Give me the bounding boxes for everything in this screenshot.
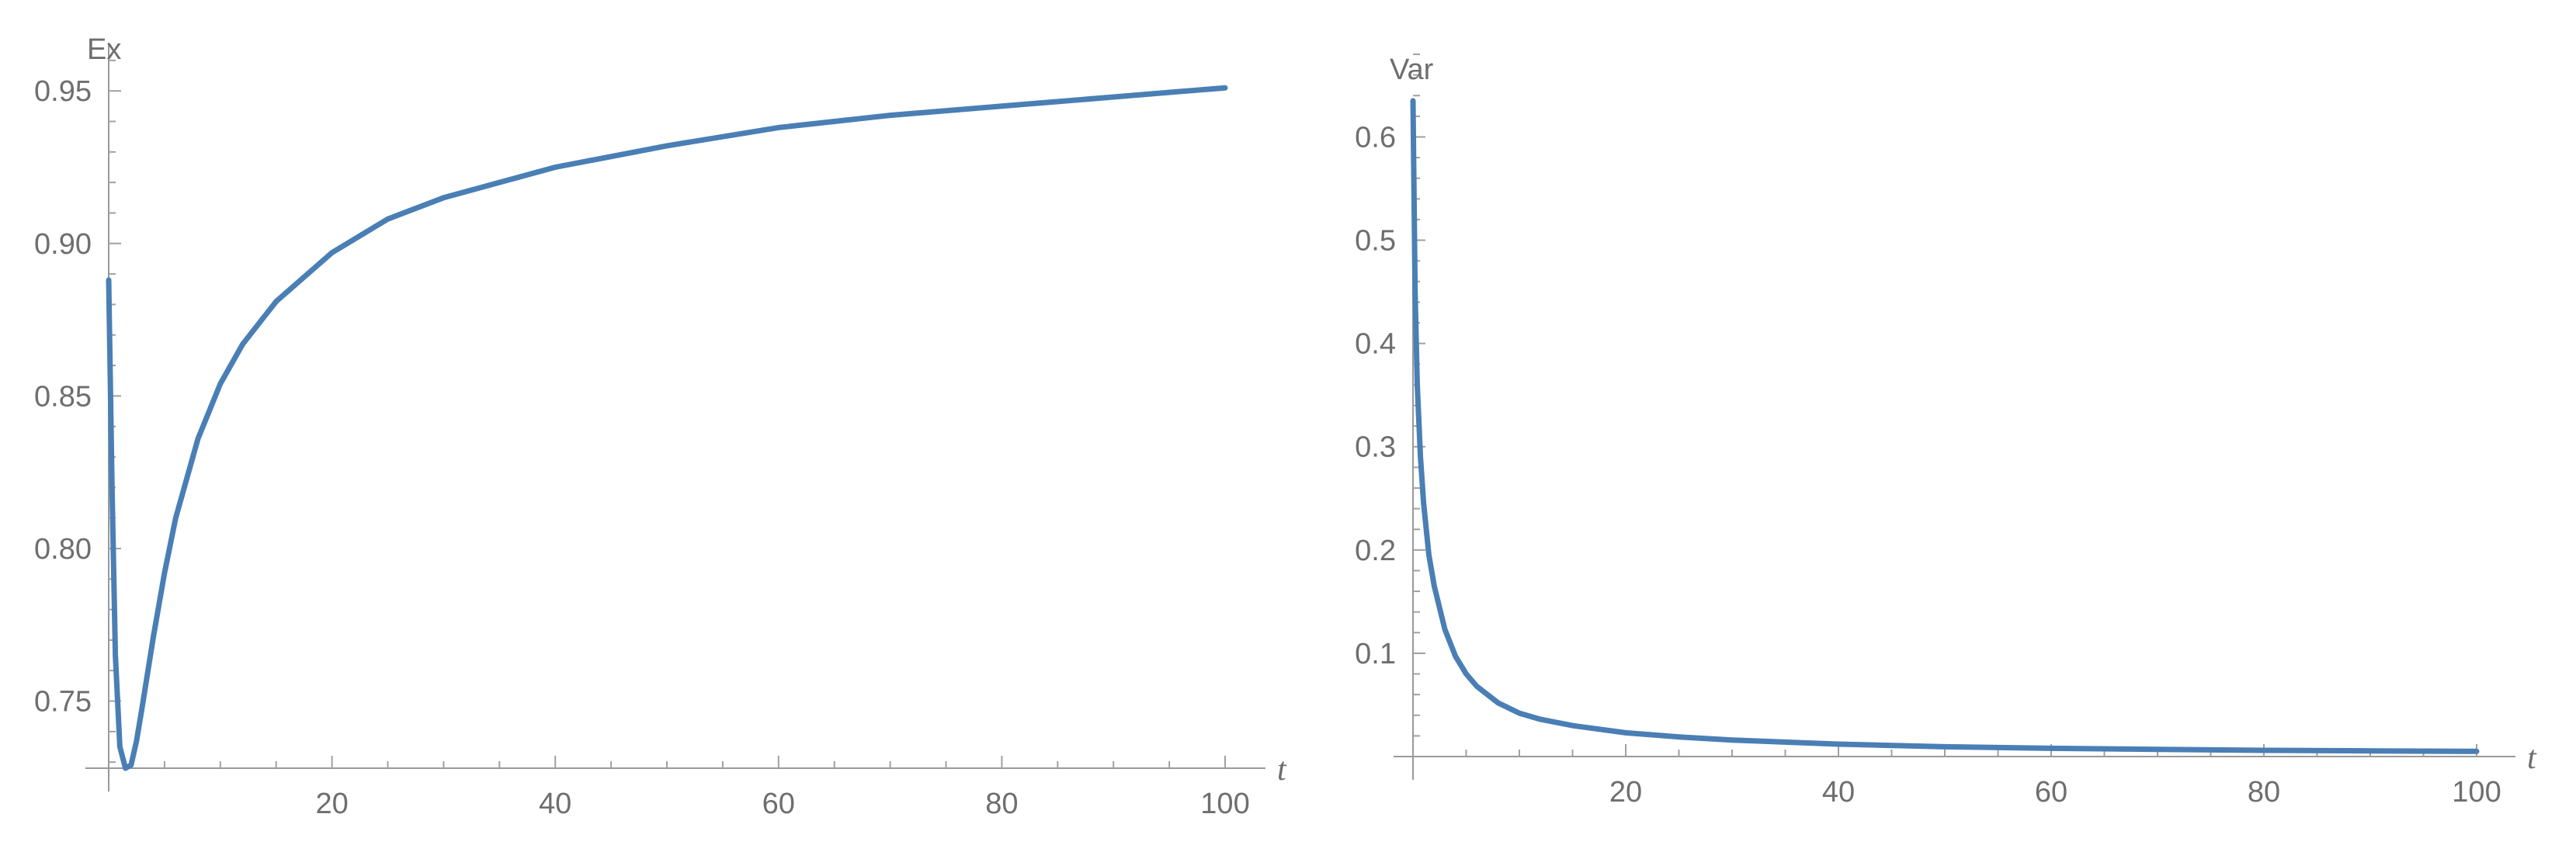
ex-x-tick-label: 20 — [315, 788, 348, 820]
var-x-tick-label: 60 — [2035, 776, 2067, 809]
ex-ticks — [109, 59, 1226, 768]
var-tick-labels: 20 40 60 80 100 0.1 0.2 0.3 0.4 0.5 0.6 — [1355, 121, 2501, 809]
ex-y-tick-label: 0.90 — [34, 228, 92, 261]
ex-y-axis-title: Ex — [87, 33, 121, 66]
var-x-axis-title: t — [2527, 740, 2537, 776]
var-x-tick-label: 80 — [2248, 776, 2280, 809]
var-y-tick-label: 0.6 — [1355, 121, 1396, 154]
var-chart: 20 40 60 80 100 0.1 0.2 0.3 0.4 0.5 0.6 Var t — [1355, 54, 2537, 809]
var-y-tick-label: 0.5 — [1355, 225, 1396, 258]
var-y-tick-label: 0.2 — [1355, 535, 1396, 567]
var-y-tick-label: 0.3 — [1355, 431, 1396, 464]
var-x-tick-label: 100 — [2452, 776, 2501, 809]
ex-series-line — [106, 85, 1228, 771]
var-y-tick-label: 0.4 — [1355, 328, 1396, 361]
ex-tick-labels: 20 40 60 80 100 0.75 0.80 0.85 0.90 0.95 — [34, 75, 1250, 820]
ex-x-tick-label: 40 — [539, 788, 571, 820]
ex-x-tick-label: 80 — [985, 788, 1018, 820]
var-y-tick-label: 0.1 — [1355, 638, 1396, 670]
var-series-line — [1410, 98, 2480, 754]
ex-x-tick-label: 100 — [1200, 788, 1249, 820]
var-x-tick-label: 20 — [1609, 776, 1642, 809]
ex-y-tick-label: 0.85 — [34, 380, 92, 413]
var-y-axis-title: Var — [1390, 54, 1434, 86]
var-axes — [1394, 109, 2515, 780]
var-x-tick-label: 40 — [1822, 776, 1855, 809]
ex-x-tick-label: 60 — [762, 788, 795, 820]
ex-y-tick-label: 0.75 — [34, 686, 92, 719]
ex-y-tick-label: 0.95 — [34, 75, 92, 108]
var-ticks — [1413, 54, 2477, 757]
ex-y-tick-label: 0.80 — [34, 533, 92, 566]
ex-x-axis-title: t — [1277, 752, 1287, 788]
ex-axes — [85, 43, 1265, 791]
ex-chart: 20 40 60 80 100 0.75 0.80 0.85 0.90 0.95 Ex t — [34, 33, 1287, 820]
